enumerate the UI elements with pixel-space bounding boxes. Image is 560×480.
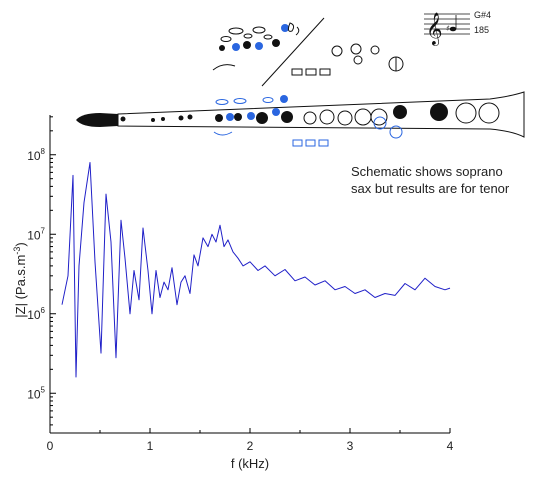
note-head-icon (449, 26, 457, 32)
note-frequency: 185 (474, 25, 489, 35)
y-axis-label: |Z| (Pa.s.m-3) (12, 242, 28, 317)
annotation-line-1: Schematic shows soprano (351, 164, 503, 179)
x-tick-label: 2 (247, 439, 254, 453)
sax-keys-closed (120, 103, 448, 124)
treble-clef-icon: 𝄞 (426, 12, 443, 46)
y-tick-label: 108 (27, 147, 45, 163)
sax-mouthpiece (76, 113, 118, 127)
sax-keys-pressed-blue (213, 95, 403, 147)
x-tick-label: 4 (447, 439, 454, 453)
y-tick-group: 105 106 107 108 (27, 116, 56, 426)
note-staff: 𝄞 ♯ G#4 185 (424, 10, 491, 46)
x-axis-label: f (kHz) (231, 456, 269, 471)
chart-axes (49, 115, 450, 434)
sax-keys-open (303, 102, 500, 126)
note-name: G#4 (474, 10, 491, 20)
x-tick-label: 1 (147, 439, 154, 453)
x-tick-label: 0 (47, 439, 54, 453)
x-tick-label: 3 (347, 439, 354, 453)
y-tick-label: 107 (27, 226, 45, 242)
series-layer (61, 162, 451, 378)
svg-text:♯: ♯ (446, 24, 450, 33)
y-tick-label: 106 (27, 306, 45, 322)
annotation-line-2: sax but results are for tenor (351, 181, 510, 196)
saxophone-schematic: 𝄞 ♯ G#4 185 (76, 10, 525, 147)
sax-body (117, 91, 525, 138)
impedance-series-line (61, 162, 451, 378)
fingering-diagram (212, 17, 404, 87)
y-tick-label: 105 (27, 385, 45, 401)
x-tick-group: 0 1 2 3 4 (47, 428, 454, 453)
